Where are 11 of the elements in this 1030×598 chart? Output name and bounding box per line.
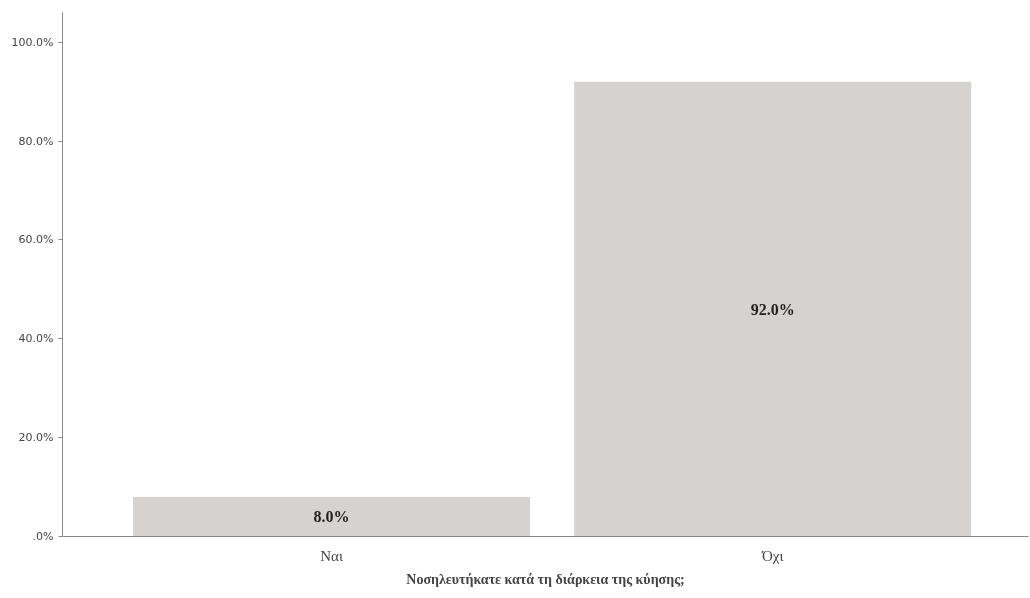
y-tick-label: 80.0% [18,134,54,148]
data-label: 92.0% [750,300,795,318]
y-tick-label: 40.0% [18,332,54,346]
y-tick-label: .0% [32,530,54,543]
x-tick-label: Όχι [760,547,784,564]
y-tick-label: 20.0% [18,431,54,445]
data-label: 8.0% [313,508,350,526]
y-tick-label: 60.0% [18,233,54,247]
y-tick-label: 100.0% [11,35,54,49]
x-tick-label: Ναι [320,547,343,564]
x-axis-title: Νοσηλευτήκατε κατά τη διάρκεια της κύησης; [406,571,685,587]
